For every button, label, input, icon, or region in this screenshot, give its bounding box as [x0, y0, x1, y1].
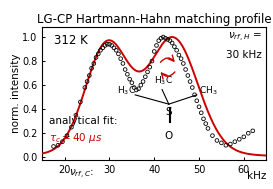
Point — [114, 49, 118, 52]
Point — [228, 143, 233, 146]
Point — [74, 114, 78, 117]
Text: $\nu_{rf,C}$:: $\nu_{rf,C}$: — [69, 168, 94, 181]
Point — [109, 44, 114, 47]
Point — [148, 66, 152, 69]
Point — [96, 52, 100, 55]
Point — [51, 145, 56, 148]
Text: S: S — [165, 107, 172, 117]
Point — [224, 144, 228, 147]
Point — [116, 52, 121, 55]
Y-axis label: norm. intensity: norm. intensity — [11, 54, 21, 133]
Point — [105, 43, 109, 46]
Point — [123, 68, 127, 71]
Point — [103, 44, 107, 47]
Text: O: O — [165, 131, 173, 141]
Point — [156, 39, 161, 42]
Point — [159, 37, 163, 40]
Title: LG-CP Hartmann-Hahn matching profile: LG-CP Hartmann-Hahn matching profile — [37, 13, 272, 26]
Point — [154, 44, 159, 47]
Point — [130, 81, 134, 84]
Point — [163, 37, 168, 40]
Point — [186, 74, 190, 77]
Point — [168, 39, 172, 42]
Point — [204, 122, 208, 125]
Point — [201, 117, 206, 120]
Point — [139, 84, 143, 87]
Text: CH$_3$: CH$_3$ — [199, 85, 218, 97]
Text: $\tau_c = 40\ \mu$s: $\tau_c = 40\ \mu$s — [49, 131, 103, 145]
Point — [161, 36, 165, 39]
Point — [219, 141, 224, 144]
Point — [127, 78, 132, 81]
Text: H$_3$C: H$_3$C — [154, 74, 173, 87]
Point — [192, 93, 197, 96]
Point — [89, 67, 94, 70]
Text: 30 kHz: 30 kHz — [226, 50, 262, 60]
Point — [177, 53, 181, 57]
Point — [143, 75, 147, 78]
Point — [118, 57, 123, 60]
Point — [179, 57, 183, 60]
Point — [121, 62, 125, 65]
Point — [107, 43, 112, 46]
Point — [136, 87, 141, 90]
Point — [65, 134, 69, 137]
Text: H$_3$C: H$_3$C — [117, 85, 136, 97]
Point — [170, 42, 174, 45]
Point — [132, 86, 136, 89]
Point — [199, 111, 203, 114]
Point — [165, 38, 170, 41]
Point — [251, 129, 255, 132]
Point — [85, 80, 89, 83]
Point — [152, 50, 156, 53]
Point — [60, 140, 65, 143]
Point — [188, 80, 192, 83]
Point — [112, 46, 116, 49]
Text: $\nu_{rf,H}$ =: $\nu_{rf,H}$ = — [228, 31, 262, 44]
Point — [145, 70, 150, 73]
Point — [98, 49, 103, 52]
Point — [87, 74, 91, 77]
Point — [174, 49, 179, 52]
Point — [215, 139, 219, 142]
Point — [206, 127, 210, 130]
Point — [195, 99, 199, 102]
Point — [141, 80, 145, 83]
Point — [242, 135, 246, 138]
Text: analytical fit:: analytical fit: — [49, 116, 118, 126]
Text: kHz: kHz — [247, 171, 266, 181]
Point — [94, 56, 98, 59]
Point — [100, 46, 105, 49]
Point — [92, 62, 96, 65]
Point — [134, 88, 138, 91]
Point — [78, 101, 82, 104]
Point — [233, 140, 237, 143]
Text: 312 K: 312 K — [54, 34, 87, 47]
Point — [197, 105, 201, 108]
Point — [210, 134, 215, 137]
Point — [237, 138, 242, 141]
Point — [56, 144, 60, 147]
Point — [125, 73, 130, 76]
Point — [246, 132, 250, 135]
Point — [181, 62, 186, 65]
Point — [172, 45, 177, 48]
Point — [183, 68, 188, 71]
Point — [150, 60, 154, 63]
Point — [69, 126, 74, 129]
Point — [190, 86, 194, 89]
Point — [83, 86, 87, 89]
